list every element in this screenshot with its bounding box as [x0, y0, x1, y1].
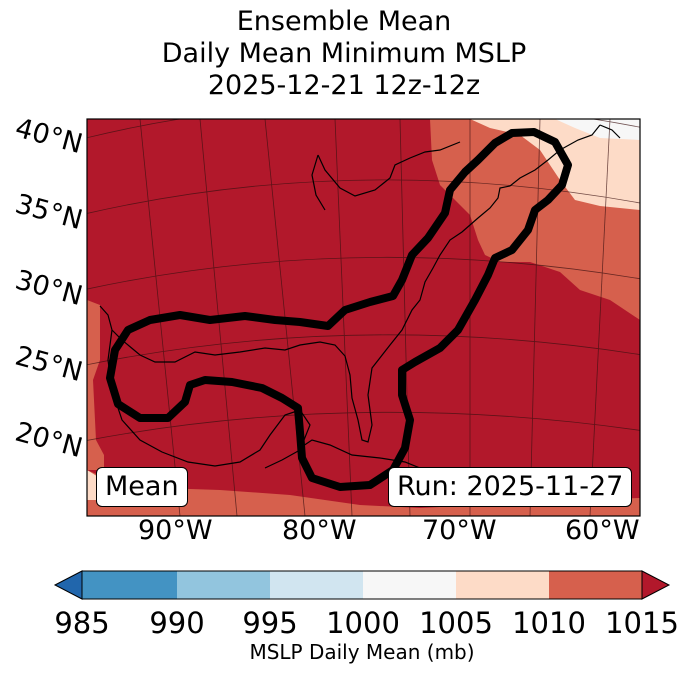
graticule [87, 119, 640, 516]
colorbar [53, 570, 671, 600]
colorbar-tick-985: 985 [54, 606, 110, 640]
colorbar-tick-1005: 1005 [419, 606, 493, 640]
mslp-1015-contour [106, 128, 572, 491]
title-line-3: 2025-12-21 12z-12z [207, 70, 481, 101]
colorbar-label: MSLP Daily Mean (mb) [249, 640, 475, 664]
colorbar-extend-low [53, 570, 83, 600]
colorbar-1010-1015 [549, 571, 642, 599]
colorbar-1000-1005 [363, 571, 456, 599]
colorbar-tick-990: 990 [149, 606, 205, 640]
field-northeast-white [555, 119, 640, 140]
field-west-edge [87, 300, 104, 470]
colorbar-1005-1010 [456, 571, 549, 599]
run-label-box: Run: 2025-11-27 [388, 467, 633, 507]
colorbar-tick-1015: 1015 [605, 606, 679, 640]
lat-label-35n: 35°N [11, 188, 86, 237]
title-line-2: Daily Mean Minimum MSLP [161, 38, 527, 69]
lon-label-80w: 80°W [282, 515, 357, 546]
field-background [87, 119, 640, 516]
coastlines [99, 124, 621, 479]
title-line-1: Ensemble Mean [236, 6, 452, 37]
lat-label-30n: 30°N [11, 264, 86, 313]
lat-label-40n: 40°N [11, 112, 86, 161]
colorbar-985-990 [82, 571, 177, 599]
colorbar-extend-high [641, 570, 671, 600]
field-northeast [430, 119, 640, 320]
colorbar-995-1000 [270, 571, 363, 599]
colorbar-990-995 [177, 571, 270, 599]
lon-label-70w: 70°W [422, 515, 497, 546]
field-northeast-light [470, 119, 640, 210]
colorbar-tick-995: 995 [242, 606, 298, 640]
lon-label-90w: 90°W [138, 515, 213, 546]
lon-label-60w: 60°W [565, 515, 640, 546]
colorbar-tick-1000: 1000 [326, 606, 400, 640]
mean-label-box: Mean [96, 467, 188, 507]
lat-label-25n: 25°N [11, 340, 86, 389]
colorbar-tick-1010: 1010 [512, 606, 586, 640]
lat-label-20n: 20°N [11, 416, 86, 465]
